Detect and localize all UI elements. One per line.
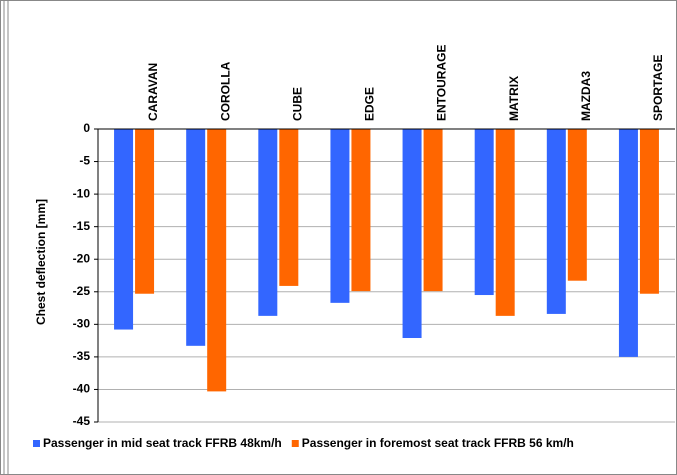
bar <box>546 129 566 314</box>
x-tick-label: MAZDA3 <box>579 71 593 121</box>
y-tick-label: -15 <box>73 219 91 233</box>
bar <box>258 129 278 316</box>
bar <box>567 129 587 281</box>
x-tick-label: SPORTAGE <box>651 55 665 121</box>
x-tick-label: EDGE <box>363 87 377 121</box>
y-tick-label: -5 <box>79 154 90 168</box>
bar <box>495 129 515 316</box>
bar <box>618 129 638 357</box>
bar <box>186 129 206 346</box>
bar <box>207 129 227 392</box>
bar <box>330 129 350 303</box>
bar <box>351 129 371 292</box>
x-tick-label: CUBE <box>290 87 304 121</box>
y-axis-label: Chest deflection [mm] <box>34 199 48 325</box>
bar <box>474 129 494 296</box>
bar <box>423 129 443 292</box>
y-tick-label: -30 <box>73 317 91 331</box>
legend-swatch <box>291 440 299 447</box>
x-tick-label: COROLLA <box>218 61 232 121</box>
x-tick-label: ENTOURAGE <box>435 45 449 121</box>
x-tick-label: MATRIX <box>507 76 521 121</box>
bar <box>135 129 155 294</box>
y-tick-label: -10 <box>73 186 91 200</box>
bar <box>402 129 422 339</box>
y-tick-label: -20 <box>73 251 91 265</box>
y-tick-label: 0 <box>83 121 90 135</box>
y-tick-label: -40 <box>73 382 91 396</box>
legend-label: Passenger in mid seat track FFRB 48km/h <box>43 436 282 450</box>
bar <box>639 129 659 294</box>
y-tick-label: -35 <box>73 349 91 363</box>
y-tick-label: -25 <box>73 284 91 298</box>
legend-label: Passenger in foremost seat track FFRB 56… <box>302 436 574 450</box>
legend-swatch <box>33 440 40 447</box>
x-tick-label: CARAVAN <box>146 63 160 121</box>
bar <box>279 129 299 286</box>
bar <box>114 129 134 330</box>
y-tick-label: -45 <box>73 414 91 428</box>
